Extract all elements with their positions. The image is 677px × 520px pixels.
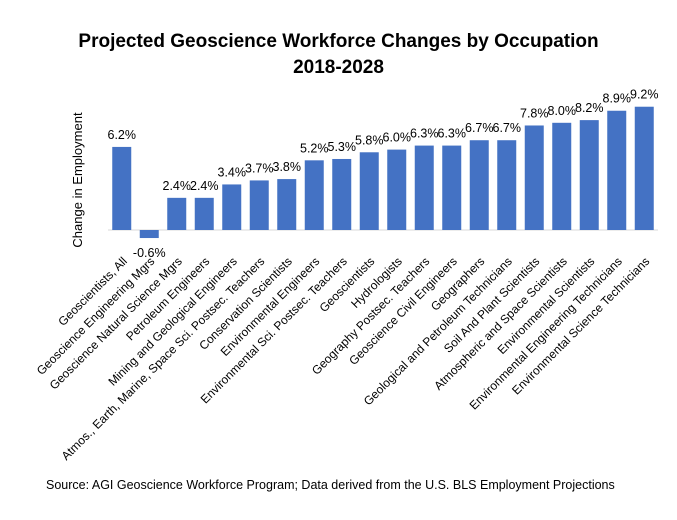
data-label: 9.2% — [630, 88, 659, 102]
data-label: 8.2% — [575, 101, 604, 115]
data-label: 5.2% — [300, 141, 329, 155]
bar — [359, 152, 379, 230]
data-label: 5.3% — [328, 140, 357, 154]
bar — [552, 122, 572, 230]
data-label: 3.4% — [218, 165, 247, 179]
chart-title: Projected Geoscience Workforce Changes b… — [78, 31, 599, 52]
data-label: 6.0% — [383, 131, 412, 145]
bar — [607, 110, 627, 230]
chart-subtitle: 2018-2028 — [293, 57, 384, 78]
bar — [469, 140, 489, 230]
bar — [497, 140, 517, 230]
data-label: 3.8% — [273, 160, 302, 174]
bar — [524, 125, 544, 230]
bar — [277, 179, 297, 230]
bar — [414, 145, 434, 230]
data-label: 2.4% — [163, 179, 192, 193]
bar — [332, 158, 352, 230]
data-label: 3.7% — [245, 161, 274, 175]
data-label: 6.2% — [108, 128, 137, 142]
data-label: 8.0% — [548, 104, 577, 118]
data-label: 6.3% — [438, 127, 467, 141]
bar — [634, 106, 654, 230]
bar — [139, 230, 159, 239]
data-label: 7.8% — [520, 106, 549, 120]
data-label: 6.3% — [410, 127, 439, 141]
bar — [222, 184, 242, 230]
data-label: -0.6% — [133, 246, 166, 260]
bar — [249, 180, 269, 230]
y-axis-label: Change in Employment — [70, 112, 85, 248]
data-label: 8.9% — [603, 92, 632, 106]
source-note: Source: AGI Geoscience Workforce Program… — [46, 478, 615, 492]
bar — [112, 146, 132, 230]
bar — [442, 145, 462, 230]
data-label: 6.7% — [493, 121, 522, 135]
bar — [579, 120, 599, 230]
bar — [167, 197, 187, 230]
bar — [304, 160, 324, 230]
data-label: 5.8% — [355, 133, 384, 147]
data-label: 6.7% — [465, 121, 494, 135]
data-label: 2.4% — [190, 179, 219, 193]
bar — [387, 149, 407, 230]
bar — [194, 197, 214, 230]
